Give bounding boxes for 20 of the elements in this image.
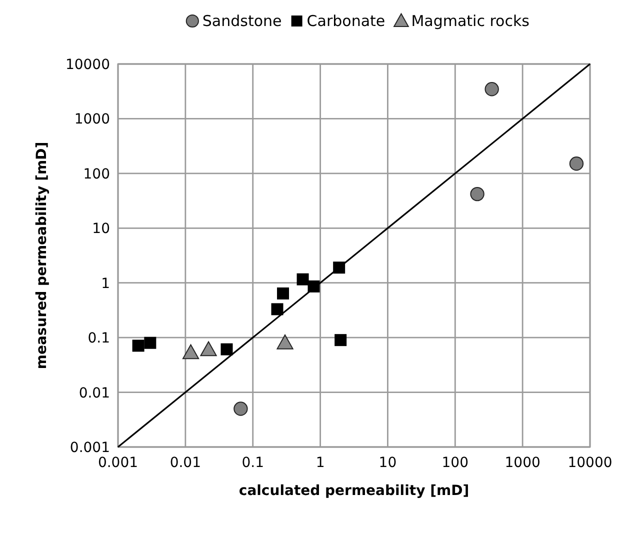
y-tick-label: 1 (101, 276, 110, 292)
x-axis-title: calculated permeability [mD] (238, 483, 470, 499)
legend-label: Sandstone (202, 12, 282, 30)
y-tick-label: 1000 (74, 112, 110, 128)
x-tick-label: 1000 (504, 455, 540, 471)
y-tick-label: 10000 (65, 57, 110, 73)
x-tick-label: 10 (378, 455, 397, 471)
x-tick-label: 1 (316, 455, 325, 471)
legend-label: Magmatic rocks (411, 12, 530, 30)
y-tick-label: 100 (83, 166, 110, 182)
legend-label: Carbonate (306, 12, 386, 30)
x-tick-label: 100 (442, 455, 469, 471)
x-tick-label: 0.1 (242, 455, 264, 471)
y-tick-label: 0.01 (78, 385, 110, 402)
y-axis-title: measured permeability [mD] (34, 142, 50, 370)
y-tick-label: 0.1 (88, 330, 110, 347)
x-tick-label: 0.01 (170, 455, 202, 471)
y-tick-label: 0.001 (70, 440, 110, 456)
y-tick-label: 10 (92, 221, 110, 238)
x-tick-label: 10000 (568, 455, 612, 471)
